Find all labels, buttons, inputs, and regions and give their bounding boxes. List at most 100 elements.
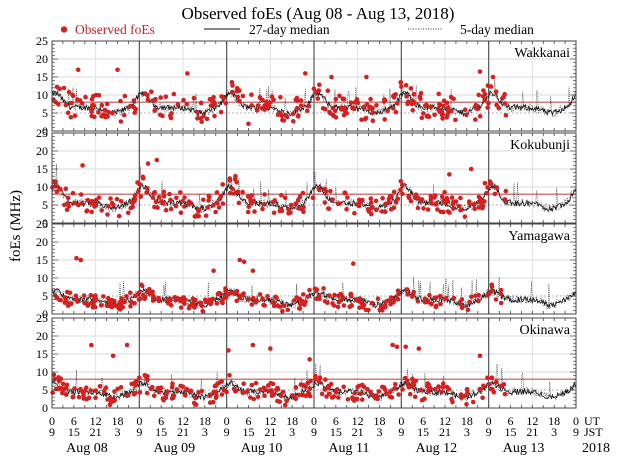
observed-point: [136, 189, 141, 194]
observed-point: [252, 209, 257, 214]
observed-point: [140, 176, 146, 181]
observed-point: [390, 342, 395, 348]
observed-point: [382, 303, 388, 308]
observed-point: [336, 299, 342, 305]
observed-point: [234, 180, 239, 185]
x-tick-label-ut: 12: [90, 414, 102, 428]
observed-point: [303, 384, 308, 390]
observed-point: [472, 206, 478, 212]
observed-point: [400, 182, 405, 188]
observed-point: [279, 113, 285, 119]
observed-point: [354, 202, 360, 207]
x-tick-label-jst: 15: [330, 425, 342, 439]
observed-point: [360, 197, 365, 203]
observed-point: [118, 98, 123, 104]
observed-point: [246, 204, 252, 210]
observed-point: [63, 186, 69, 191]
observed-point: [352, 210, 357, 216]
observed-point: [112, 303, 117, 308]
observed-point: [323, 106, 328, 112]
observed-point: [84, 209, 89, 214]
observed-point: [145, 161, 151, 166]
observed-point: [247, 194, 252, 199]
observed-point: [355, 384, 361, 390]
observed-point: [498, 300, 504, 306]
observed-point: [89, 342, 94, 348]
observed-point: [301, 209, 306, 215]
observed-point: [180, 384, 186, 390]
observed-point: [60, 390, 65, 396]
observed-point: [330, 197, 335, 202]
x-tick-label-jst: 9: [398, 425, 404, 439]
observed-point: [492, 191, 498, 197]
observed-point: [364, 102, 370, 107]
observed-point: [174, 195, 179, 201]
x-tick-label-ut: 0: [486, 414, 492, 428]
observed-point: [156, 389, 162, 395]
observed-point: [382, 97, 387, 102]
station-label: Wakkanai: [514, 46, 570, 61]
observed-point: [227, 373, 232, 378]
observed-point: [329, 395, 335, 400]
observed-point: [307, 357, 312, 362]
observed-point: [199, 119, 204, 125]
station-label: Okinawa: [519, 323, 570, 338]
observed-point: [184, 101, 189, 107]
observed-point: [90, 305, 96, 310]
observed-point: [75, 67, 81, 73]
observed-point: [317, 187, 322, 193]
observed-point: [70, 190, 76, 196]
observed-point: [493, 297, 499, 302]
observed-point: [502, 198, 508, 203]
observed-point: [301, 292, 306, 297]
observed-point: [348, 100, 354, 105]
jst-row-label: JST: [584, 425, 603, 439]
x-tick-label-ut: 12: [264, 414, 276, 428]
observed-point: [482, 97, 488, 103]
observed-point: [498, 291, 504, 297]
observed-point: [81, 396, 87, 401]
observed-point: [293, 201, 298, 207]
observed-point: [415, 205, 421, 211]
observed-point: [312, 376, 318, 382]
observed-point: [249, 92, 254, 97]
observed-point: [144, 375, 149, 381]
observed-point: [293, 97, 299, 103]
observed-point: [205, 205, 210, 210]
observed-point: [503, 188, 509, 194]
observed-point: [370, 110, 376, 115]
observed-point: [151, 191, 156, 196]
observed-point: [271, 300, 276, 305]
observed-point: [358, 391, 364, 397]
observed-point: [226, 348, 231, 353]
observed-point: [290, 111, 296, 117]
observed-point: [349, 303, 355, 308]
observed-point: [136, 375, 142, 381]
observed-point: [354, 396, 360, 402]
observed-point: [151, 393, 157, 399]
observed-point: [99, 102, 105, 108]
median-27day-line: [51, 380, 577, 401]
observed-point: [262, 393, 267, 399]
observed-point: [410, 376, 415, 382]
observed-point: [502, 391, 508, 397]
y-tick-label: 20: [36, 52, 48, 66]
panel-okinawa: 0 5 10 15 20 25 Okinawa: [36, 311, 577, 415]
observed-point: [311, 86, 317, 91]
observed-point: [481, 383, 486, 389]
observed-point: [298, 382, 304, 387]
y-tick-label: 10: [36, 271, 48, 285]
observed-point: [383, 201, 388, 207]
observed-point: [422, 296, 428, 302]
y-tick-label: 15: [36, 347, 48, 361]
observed-point: [207, 393, 213, 399]
observed-point: [428, 197, 434, 202]
observed-point: [275, 386, 281, 392]
observed-point: [223, 295, 229, 300]
observed-point: [72, 200, 77, 206]
observed-point: [249, 103, 254, 108]
observed-point: [54, 189, 60, 194]
observed-point: [348, 292, 353, 298]
observed-point: [342, 190, 348, 196]
observed-point: [130, 204, 135, 210]
